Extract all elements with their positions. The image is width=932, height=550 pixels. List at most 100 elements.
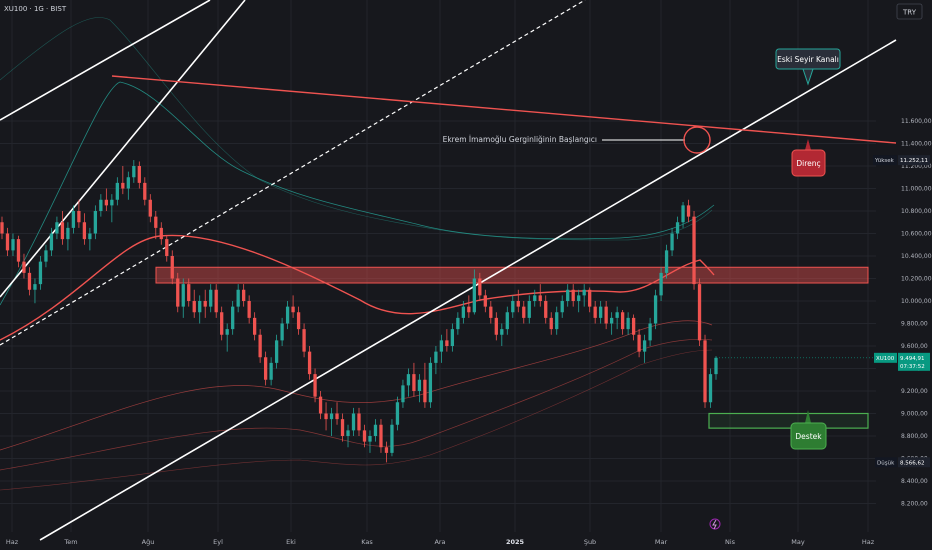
resistance-trend-line <box>111 75 897 144</box>
y-tick-label: 11.600,00 <box>901 118 932 125</box>
candle-body <box>582 289 586 296</box>
candle-body <box>577 295 581 301</box>
candle-body <box>274 340 279 363</box>
x-tick-label: Şub <box>584 538 596 546</box>
candle-body <box>170 256 174 279</box>
candle-body <box>566 289 570 301</box>
candle-body <box>236 289 240 307</box>
candle-body <box>44 250 48 262</box>
y-tick-label: 11.200,00 <box>901 163 932 170</box>
candle-body <box>296 312 301 330</box>
candle-body <box>434 351 438 363</box>
candle-body <box>247 301 251 318</box>
candle-body <box>159 227 163 240</box>
candle-body <box>242 289 246 301</box>
candle-body <box>401 385 405 403</box>
candle-body <box>664 250 669 273</box>
grid-lines <box>0 0 876 532</box>
currency-button[interactable]: TRY <box>896 3 923 20</box>
candle-body <box>77 211 81 223</box>
candle-body <box>703 340 707 403</box>
candle-body <box>500 329 504 335</box>
candle-body <box>121 182 125 189</box>
candle-body <box>115 182 119 200</box>
candle-body <box>82 222 87 240</box>
candle-body <box>324 413 328 420</box>
candle-body <box>670 233 674 251</box>
candle-body <box>252 317 257 335</box>
y-tick-label: 9.200,00 <box>901 388 928 395</box>
candle-body <box>648 323 652 341</box>
candle-body <box>110 199 114 206</box>
candle-body <box>384 447 389 453</box>
last-tag-countdown: 07:37:52 <box>900 364 925 370</box>
resistance-callout <box>791 149 826 177</box>
candle-body <box>439 340 444 352</box>
high-tag-value: 11.252,11 <box>900 158 928 164</box>
candle-body <box>280 323 284 341</box>
candle-body <box>49 233 54 251</box>
candle-body <box>505 312 509 330</box>
candle-body <box>27 272 32 290</box>
last-tag-bg <box>898 352 930 371</box>
y-axis: 11.600,00 11.400,00 11.200,00 11.000,00 10.8… <box>716 118 932 508</box>
candle-body <box>137 166 141 183</box>
candle-body <box>209 289 213 307</box>
candle-body <box>93 211 98 234</box>
bands-layer <box>0 17 715 491</box>
candle-body <box>395 402 400 425</box>
lightning-icon-glyph <box>712 519 717 530</box>
candle-body <box>609 317 614 324</box>
candle-body <box>423 379 427 403</box>
x-tick-label: Tem <box>63 538 77 546</box>
candle-body <box>456 317 460 330</box>
last-tag-label: XU100 <box>876 356 895 362</box>
candle-body <box>489 306 493 318</box>
candle-body <box>637 334 641 352</box>
y-tick-label: 10.000,00 <box>901 298 932 305</box>
candle-body <box>231 306 235 330</box>
candle-body <box>626 317 630 330</box>
resistance-callout-tail <box>805 139 811 150</box>
candle-body <box>478 278 482 296</box>
candle-body <box>467 306 471 313</box>
old-channel-text: Eski Seyir Kanalı <box>777 55 839 64</box>
candle-body <box>88 233 92 240</box>
candle-body <box>571 289 575 301</box>
candle-body <box>148 199 152 217</box>
imamoglu-circle <box>683 126 711 154</box>
x-tick-label: Eki <box>286 538 296 546</box>
candle-body <box>686 205 691 217</box>
high-tag-label: Yüksek <box>874 158 895 164</box>
x-tick-label: Haz <box>862 538 875 546</box>
old-channel-bottom <box>0 0 246 298</box>
candle-body <box>351 413 356 431</box>
candle-body <box>225 329 229 335</box>
candle-body <box>192 301 196 313</box>
candle-body <box>406 374 411 386</box>
candle-body <box>373 424 378 436</box>
candle-body <box>588 289 592 307</box>
candle-body <box>5 233 10 251</box>
ma-teal <box>0 81 715 306</box>
high-tag-bg <box>898 155 930 166</box>
support-callout <box>790 422 827 450</box>
candle-body <box>533 295 537 301</box>
y-tick-label: 8.400,00 <box>901 478 928 485</box>
y-tick-label: 10.200,00 <box>901 276 932 283</box>
candle-body <box>198 301 202 313</box>
candle-body <box>214 289 218 313</box>
candle-body <box>302 329 306 352</box>
band-lower-1 <box>0 320 713 451</box>
candle-body <box>22 261 26 273</box>
x-tick-label: Nis <box>725 538 736 546</box>
last-tag-label-bg <box>874 352 897 363</box>
candle-body <box>379 424 383 448</box>
candle-body <box>692 216 696 285</box>
y-tick-label: 8.200,00 <box>901 501 928 508</box>
x-tick-label: Ağu <box>142 538 155 546</box>
candle-body <box>313 374 317 397</box>
candle-body <box>165 239 169 256</box>
candle-body <box>615 312 619 318</box>
